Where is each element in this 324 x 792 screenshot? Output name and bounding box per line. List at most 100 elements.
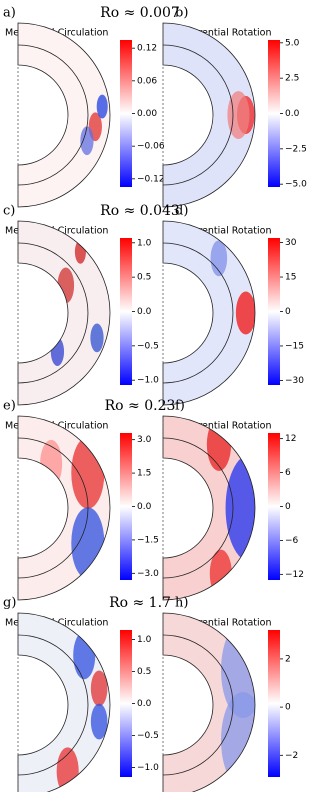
colorbar-tick-label: −0.5 — [137, 731, 159, 741]
panel-label: e) — [3, 399, 16, 414]
colorbar-tick-label: −2 — [285, 751, 298, 761]
colorbar-tick-label: −1.5 — [137, 535, 159, 545]
colorbar-tick-label: 1.0 — [137, 635, 152, 645]
colorbar-tick-label: 1.0 — [137, 238, 152, 248]
colorbar-tick-label: 0.0 — [137, 307, 152, 317]
panel: d) Differential Rotation 30 15 0 −15 −30 — [162, 204, 304, 406]
colorbar-tick-label: 15 — [285, 273, 296, 283]
field — [163, 221, 255, 405]
field-patch — [74, 239, 86, 264]
field-patch — [235, 291, 255, 335]
colorbar-tick-label: 0 — [285, 307, 291, 317]
boundary — [17, 634, 89, 776]
colorbar-tick-label: 0.0 — [137, 699, 152, 709]
panel: b) Differential Rotation 5.0 2.5 0.0 −2.5 −5.0 — [162, 6, 307, 208]
colorbar-tick-label: 2.5 — [285, 74, 299, 84]
panel: h) Differential Rotation 2 0 −2 — [162, 596, 298, 792]
panel-label: f) — [175, 399, 185, 414]
field — [163, 23, 255, 207]
field-patches — [227, 91, 255, 139]
colorbar — [120, 40, 132, 187]
outline — [17, 22, 111, 208]
colorbar-tick-label: 0.0 — [285, 109, 300, 119]
colorbar-tick-label: −30 — [285, 376, 304, 386]
field-patch — [90, 323, 104, 353]
field — [163, 416, 255, 600]
panel-title: Differential Rotation — [176, 421, 271, 432]
row-annotation: Ro ≈ 0.007 — [100, 5, 180, 21]
panel-label: a) — [3, 6, 16, 21]
field-patch — [96, 94, 108, 119]
colorbar — [120, 433, 132, 580]
panel: f) Differential Rotation 12 6 0 −6 −12 — [162, 399, 304, 601]
colorbar-tick-label: 0.00 — [137, 109, 157, 119]
outline — [162, 220, 256, 406]
panel-title: Differential Rotation — [176, 618, 271, 629]
colorbar-tick-label: 30 — [285, 238, 297, 248]
panel: c)Ro ≈ 0.043Meridional Circulation1.00.5… — [3, 203, 180, 406]
colorbar-tick-label: −2.5 — [285, 144, 307, 154]
panel-label: g) — [3, 596, 16, 611]
panel-label: c) — [3, 204, 15, 219]
outline — [162, 22, 256, 208]
outline — [162, 612, 256, 792]
row-annotation: Ro ≈ 0.23 — [105, 398, 176, 414]
colorbar-tick-label: 0 — [285, 502, 291, 512]
colorbar-tick-label: 0.0 — [137, 502, 152, 512]
boundary — [162, 242, 234, 384]
colorbar — [268, 433, 280, 580]
colorbar-tick-label: 2 — [285, 654, 291, 664]
colorbar — [268, 40, 280, 187]
field-patch — [227, 91, 250, 139]
colorbar-tick-label: 6 — [285, 468, 291, 478]
field — [18, 221, 110, 405]
boundary — [17, 437, 89, 579]
panel-title: Differential Rotation — [176, 226, 271, 237]
colorbar-tick-label: −1.0 — [137, 376, 159, 386]
field-patches — [210, 240, 255, 335]
field-patch — [221, 692, 255, 788]
boundary — [162, 44, 234, 186]
colorbar-tick-label: 0.12 — [137, 44, 157, 54]
field-patch — [210, 240, 228, 277]
colorbar-tick-label: 0 — [285, 703, 291, 713]
colorbar-tick-label: −5.0 — [285, 180, 307, 190]
field-patch — [80, 126, 94, 156]
colorbar-tick-label: −12 — [285, 570, 304, 580]
outline — [162, 415, 256, 601]
field — [18, 23, 110, 207]
colorbar-tick-label: −0.5 — [137, 341, 159, 351]
panel: g)Ro ≈ 1.7Meridional Circulation1.00.50.… — [3, 595, 171, 792]
colorbar-tick-label: 1.5 — [137, 469, 151, 479]
field-patches — [80, 94, 108, 156]
field-patch — [50, 337, 65, 366]
colorbar — [268, 238, 280, 385]
colorbar-tick-label: −0.12 — [137, 174, 165, 184]
outline — [17, 415, 111, 601]
field-patch — [225, 454, 255, 562]
colorbar-tick-label: 5.0 — [285, 38, 300, 48]
colorbar — [120, 238, 132, 385]
colorbar-tick-label: −0.06 — [137, 142, 165, 152]
boundary — [17, 242, 89, 384]
outline — [17, 220, 111, 406]
field-patch — [73, 631, 96, 680]
row-annotation: Ro ≈ 0.043 — [100, 203, 180, 219]
field-patch — [90, 670, 108, 707]
field — [18, 416, 110, 600]
panel-title: Differential Rotation — [176, 28, 271, 39]
colorbar — [268, 630, 280, 777]
panel-label: d) — [175, 204, 188, 219]
row-annotation: Ro ≈ 1.7 — [109, 595, 171, 611]
colorbar-tick-label: −15 — [285, 341, 304, 351]
panel-label: h) — [175, 596, 188, 611]
outline — [17, 612, 111, 792]
colorbar-tick-label: −3.0 — [137, 569, 159, 579]
field-patch — [40, 439, 63, 488]
boundary — [17, 44, 89, 186]
colorbar — [120, 630, 132, 777]
colorbar-tick-label: −6 — [285, 536, 299, 546]
field-patch — [90, 703, 108, 740]
panel-label: b) — [175, 6, 188, 21]
